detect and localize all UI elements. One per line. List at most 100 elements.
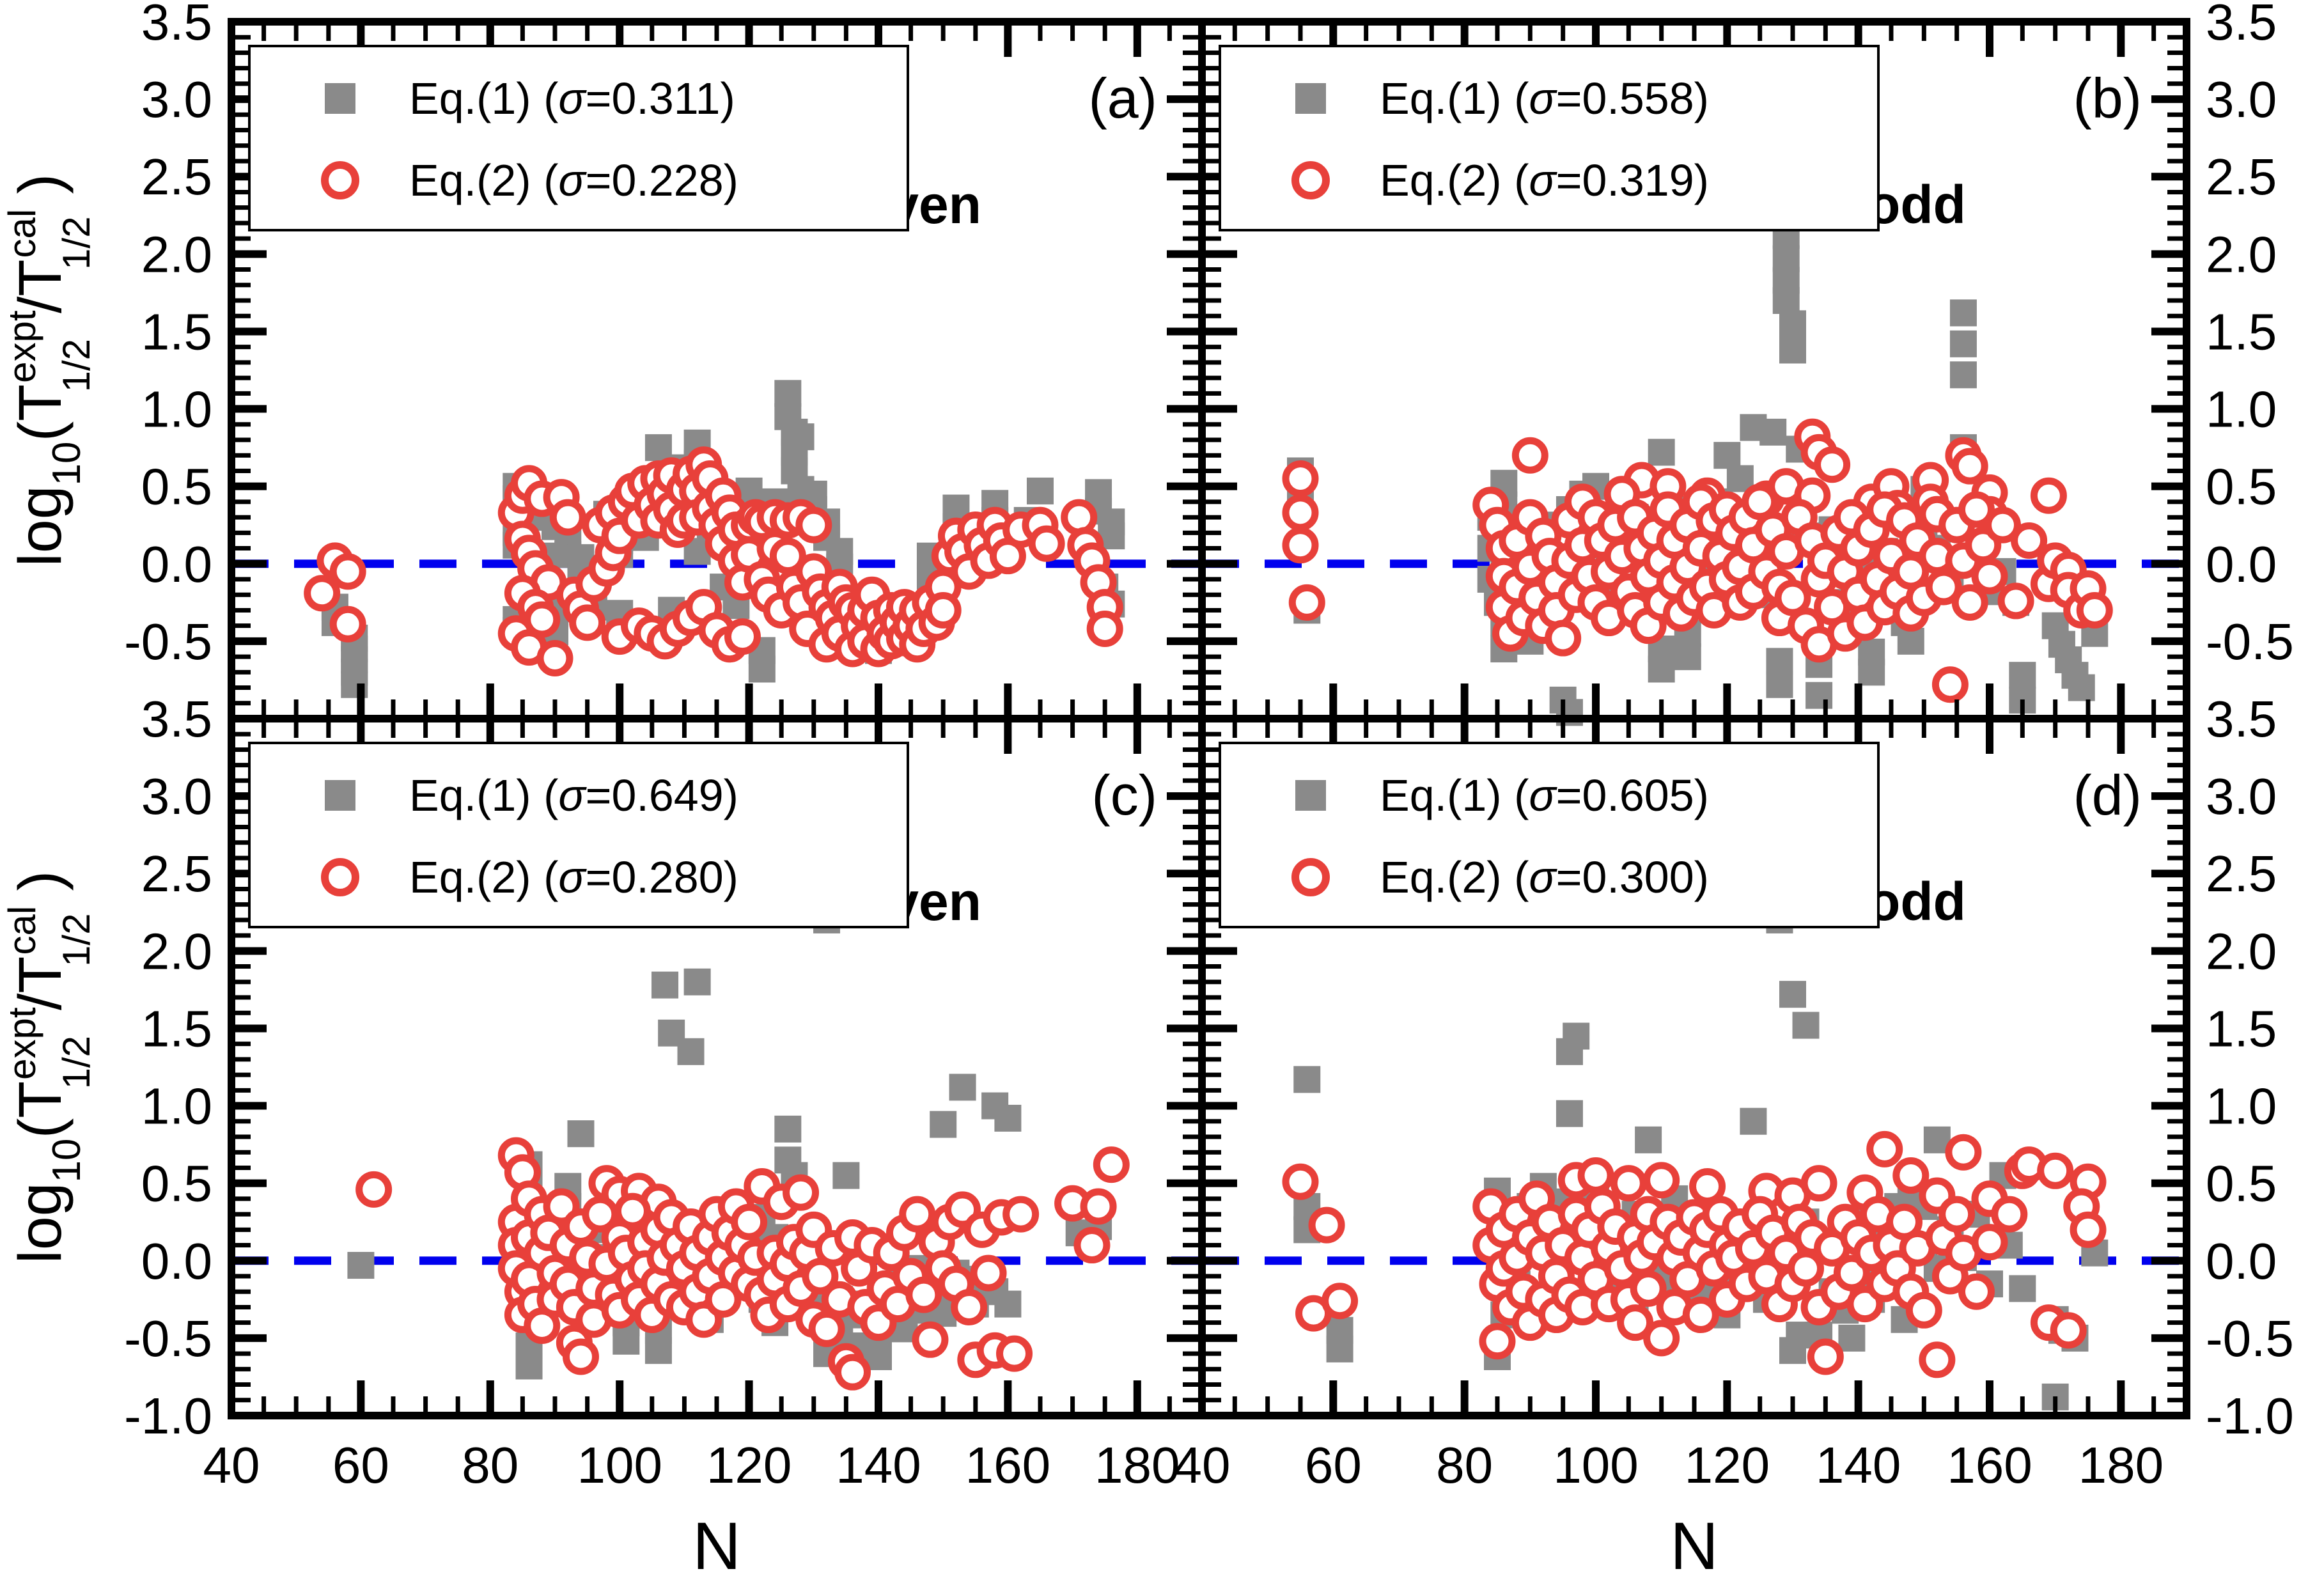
y-tick-label: 0.0 [141, 536, 212, 593]
eq2-point [1080, 1188, 1117, 1225]
x-tick-label: 180 [1095, 1437, 1180, 1494]
y-tick-label: 0.5 [141, 1155, 212, 1212]
eq2-point [1991, 1196, 2028, 1233]
x-tick-label: 60 [332, 1437, 389, 1494]
legend-entry-label: Eq.(1) (σ=0.605) [1380, 770, 1709, 820]
y-tick-label: 2.0 [141, 923, 212, 980]
eq1-point [1293, 1066, 1321, 1093]
eq2-point [924, 591, 962, 629]
eq2-point [1282, 494, 1319, 531]
legend-entry-label: Eq.(1) (σ=0.558) [1380, 74, 1709, 123]
legend-square-marker [325, 780, 355, 811]
x-tick-label: 140 [1816, 1437, 1901, 1494]
panel-tag: (b) [2073, 66, 2142, 130]
eq2-point [1774, 579, 1811, 616]
y-tick-label: 3.0 [2206, 71, 2277, 128]
x-axis-title: N [692, 1509, 741, 1584]
legend-circle-marker [321, 161, 359, 199]
eq1-point [1648, 439, 1675, 466]
y-tick-label: 3.5 [141, 0, 212, 51]
eq1-point [1740, 1107, 1767, 1135]
legend-square-marker [1295, 780, 1326, 811]
eq2-point [1971, 558, 2008, 595]
eq2-point [1931, 666, 1969, 703]
eq2-point [1282, 527, 1319, 564]
eq1-point [1326, 1335, 1353, 1362]
y-tick-label: 0.5 [141, 458, 212, 515]
eq1-point [1897, 627, 1924, 655]
panel-d: 40 60 80 100 120 140 160 180 N 3.5 3.0 2.5 2.0 1.5 1.0… [1174, 691, 2294, 1584]
x-tick-label: 80 [462, 1437, 519, 1494]
eq2-point [731, 1203, 768, 1240]
y-tick-label: 2.0 [2206, 923, 2277, 980]
eq2-point [1997, 582, 2034, 620]
eq2-point [834, 1354, 871, 1391]
legend-entry-label: Eq.(1) (σ=0.649) [409, 770, 738, 820]
eq1-point [1779, 310, 1806, 338]
eq2-point [1093, 1146, 1130, 1183]
eq1-point [644, 434, 672, 462]
eq2-point [1788, 1250, 1825, 1287]
legend-box [248, 742, 909, 928]
x-tick-label: 160 [965, 1437, 1050, 1494]
eq1-point [774, 1115, 802, 1143]
eq1-point [1635, 1126, 1662, 1153]
legend-entry-label: Eq.(2) (σ=0.300) [1380, 852, 1709, 902]
eq2-point [1919, 1341, 1956, 1378]
y-tick-label: 1.0 [141, 381, 212, 438]
panel-tag: (d) [2073, 763, 2142, 827]
eq1-point [1949, 330, 1977, 357]
eq2-point [1282, 460, 1319, 497]
y-tick-label: 1.0 [2206, 381, 2277, 438]
eq1-point [651, 971, 679, 999]
eq1-point [832, 1162, 860, 1189]
panel-tag: (c) [1091, 763, 1157, 827]
eq1-point [1766, 648, 1793, 675]
y-tick-label: 1.0 [141, 1078, 212, 1135]
eq2-point [795, 506, 832, 543]
eq1-point [1556, 1038, 1583, 1065]
legend: Eq.(1) (σ=0.605) Eq.(2) (σ=0.300) [1219, 742, 1880, 928]
legend-box [1219, 742, 1880, 928]
x-axis-title: N [1670, 1509, 1719, 1584]
y-tick-label: -0.5 [2206, 613, 2294, 670]
legend-entry-label: Eq.(2) (σ=0.319) [1380, 155, 1709, 205]
eq2-point [1866, 1130, 1903, 1167]
eq1-point [774, 380, 802, 407]
y-axis-title: log10(Texpt 1/2/Tcal 1/2) [1, 174, 98, 566]
eq1-point [1648, 655, 1675, 683]
eq2-point [2030, 477, 2067, 514]
y-tick-label: 1.5 [2206, 1000, 2277, 1057]
eq2-point [808, 1310, 845, 1347]
eq2-point [951, 1288, 988, 1325]
eq1-point [2009, 662, 2036, 689]
eq2-point [536, 640, 573, 677]
eq2-point [1028, 525, 1065, 562]
x-tick-label: 160 [1947, 1437, 2032, 1494]
eq2-point [329, 605, 366, 643]
y-tick-label: 1.5 [141, 1000, 212, 1057]
eq2-point [1892, 1157, 1930, 1194]
eq2-point [1545, 620, 1582, 657]
y-tick-label: 0.0 [141, 1233, 212, 1290]
eq2-point [1951, 584, 1988, 621]
legend: Eq.(1) (σ=0.311) Eq.(2) (σ=0.228) [248, 45, 909, 231]
eq2-point [1958, 491, 1995, 528]
eq2-point [549, 499, 586, 536]
eq2-point [724, 618, 761, 655]
eq2-point [355, 1171, 393, 1208]
eq2-point [996, 1335, 1033, 1372]
x-tick-label: 60 [1305, 1437, 1362, 1494]
x-tick-label: 120 [706, 1437, 792, 1494]
eq2-point [2050, 1312, 2087, 1349]
eq2-point [329, 553, 366, 590]
eq1-point [1674, 643, 1701, 671]
eq2-point [1073, 1227, 1111, 1264]
y-tick-label: 2.0 [141, 226, 212, 283]
eq1-point [1838, 1324, 1866, 1352]
eq2-point [1322, 1283, 1359, 1320]
eq1-point [1556, 1100, 1583, 1127]
eq2-point [2070, 1211, 2107, 1248]
eq2-point [1951, 448, 1988, 485]
